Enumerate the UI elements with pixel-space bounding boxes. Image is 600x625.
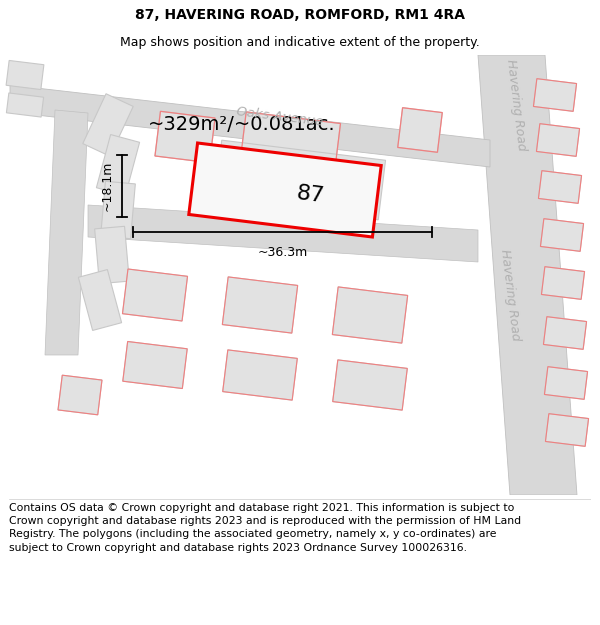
Polygon shape (83, 94, 133, 156)
Polygon shape (536, 124, 580, 156)
Polygon shape (155, 111, 215, 162)
Polygon shape (333, 360, 407, 410)
Text: ~18.1m: ~18.1m (101, 161, 114, 211)
Polygon shape (122, 269, 188, 321)
Text: Havering Road: Havering Road (498, 248, 522, 342)
Polygon shape (538, 171, 581, 203)
Polygon shape (6, 61, 44, 89)
Polygon shape (541, 267, 584, 299)
Text: Map shows position and indicative extent of the property.: Map shows position and indicative extent… (120, 36, 480, 49)
Polygon shape (214, 140, 386, 220)
Text: ~36.3m: ~36.3m (257, 246, 308, 259)
Polygon shape (88, 205, 478, 262)
Polygon shape (541, 219, 584, 251)
Polygon shape (101, 181, 136, 239)
Polygon shape (239, 112, 340, 178)
Text: Contains OS data © Crown copyright and database right 2021. This information is : Contains OS data © Crown copyright and d… (9, 503, 521, 552)
Polygon shape (478, 55, 577, 495)
Text: Havering Road: Havering Road (504, 58, 528, 152)
Text: Oaks Avenue: Oaks Avenue (236, 105, 324, 129)
Polygon shape (97, 134, 140, 196)
Polygon shape (398, 107, 442, 152)
Text: ~329m²/~0.081ac.: ~329m²/~0.081ac. (148, 116, 335, 134)
Polygon shape (123, 341, 187, 389)
Polygon shape (223, 277, 298, 333)
Polygon shape (79, 269, 122, 331)
Polygon shape (95, 226, 130, 284)
Text: 87: 87 (295, 183, 325, 207)
Polygon shape (544, 317, 587, 349)
Text: 87, HAVERING ROAD, ROMFORD, RM1 4RA: 87, HAVERING ROAD, ROMFORD, RM1 4RA (135, 8, 465, 22)
Polygon shape (223, 350, 297, 400)
Polygon shape (58, 375, 102, 415)
Polygon shape (10, 85, 490, 167)
Polygon shape (533, 79, 577, 111)
Polygon shape (545, 414, 589, 446)
Polygon shape (45, 110, 88, 355)
Polygon shape (7, 93, 44, 117)
Polygon shape (189, 143, 381, 237)
Polygon shape (544, 367, 587, 399)
Polygon shape (332, 287, 407, 343)
